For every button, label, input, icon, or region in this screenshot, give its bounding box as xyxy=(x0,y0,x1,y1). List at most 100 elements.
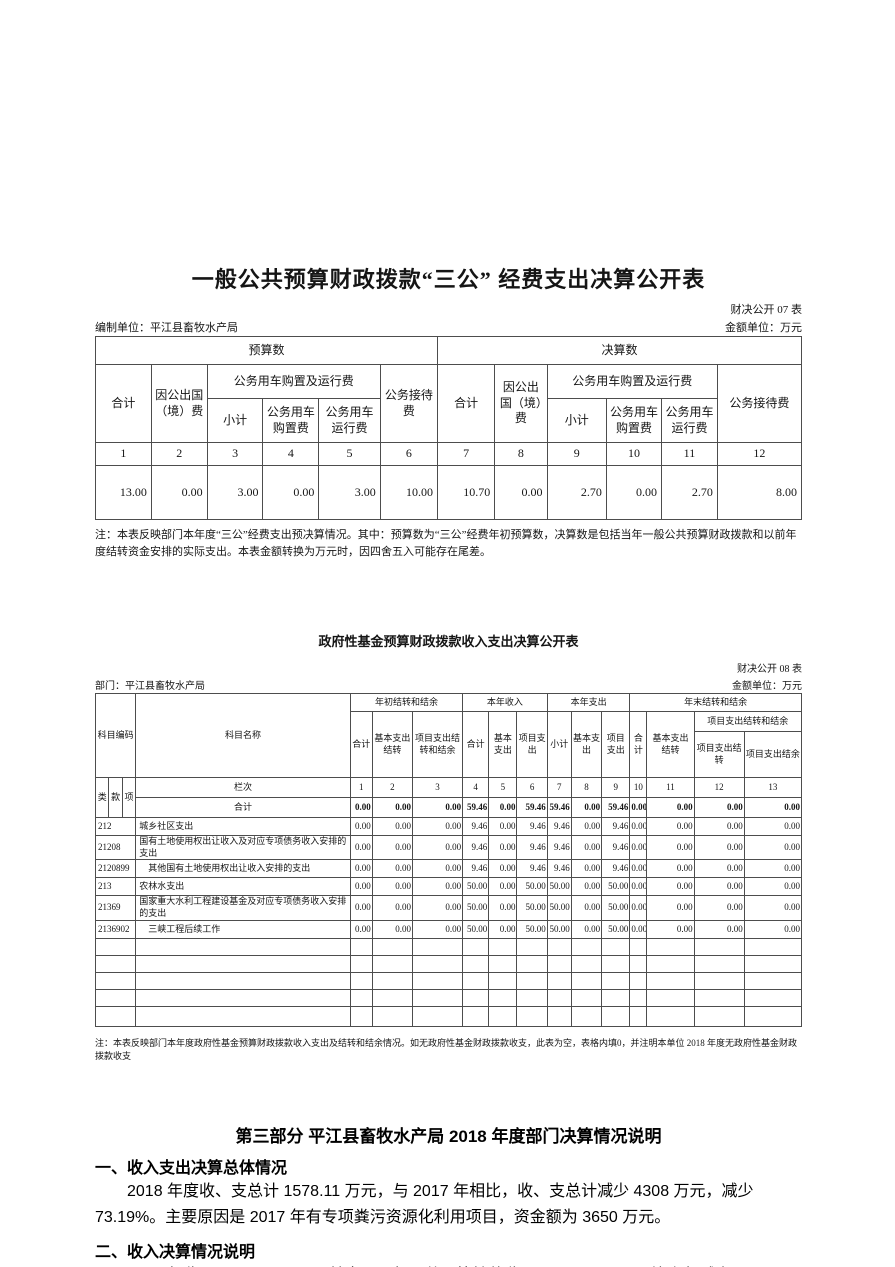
value-cell: 0.00 xyxy=(629,835,648,861)
t2-header-income-group: 本年收入 xyxy=(462,693,548,713)
value-cell: 59.46 xyxy=(516,797,548,819)
value-cell: 9.46 xyxy=(516,835,548,861)
col-index-cell: 9 xyxy=(546,442,607,466)
value-cell: 9.46 xyxy=(462,859,490,879)
col-index-cell: 6 xyxy=(516,777,548,799)
subject-code-cell: 21208 xyxy=(94,835,137,861)
value-cell: 0.00 xyxy=(411,797,464,819)
col-index-cell: 9 xyxy=(601,777,631,799)
value-cell: 0.00 xyxy=(629,859,648,879)
t1-header-vehicle-group: 公务用车购置及运行费 xyxy=(546,364,718,399)
t1-header-total: 合计 xyxy=(95,364,152,443)
value-cell: 0.00 xyxy=(570,919,603,939)
value-cell: 0.00 xyxy=(411,919,464,939)
value-cell: 50.00 xyxy=(601,919,631,939)
t1-column-index-row: 1 2 3 4 5 6 7 8 9 10 11 12 xyxy=(95,442,803,466)
table-row: 21208 国有土地使用权出让收入及对应专项债务收入安排的支出 0.00 0.0… xyxy=(94,835,803,861)
t2-total-row: 合计 0.00 0.00 0.00 59.46 0.00 59.46 59.46… xyxy=(96,797,803,819)
value-cell: 0.00 xyxy=(570,817,603,837)
t2-header-lanci: 栏次 xyxy=(135,777,351,799)
value-cell: 0.00 xyxy=(743,859,803,879)
col-index-cell: 11 xyxy=(661,442,718,466)
subject-name-cell: 城乡社区支出 xyxy=(135,817,351,837)
subject-name-cell: 农林水支出 xyxy=(135,877,351,897)
table-row: 2120899 其他国有土地使用权出让收入安排的支出 0.00 0.00 0.0… xyxy=(94,859,803,879)
value-cell: 0.00 xyxy=(646,895,695,921)
t1-header-final: 决算数 xyxy=(437,336,802,365)
value-cell: 9.46 xyxy=(601,859,631,879)
value-cell: 0.00 xyxy=(570,895,603,921)
table2-note: 注：本表反映部门本年度政府性基金预算财政拨款收入支出及结转和结余情况。如无政府性… xyxy=(95,1037,798,1061)
value-cell: 0.00 xyxy=(646,919,695,939)
value-cell: 0.00 xyxy=(411,877,464,897)
table1-doc-number: 财决公开 07 表 xyxy=(730,304,803,316)
value-cell: 0.00 xyxy=(629,895,648,921)
value-cell: 0.00 xyxy=(411,835,464,861)
table2-title: 政府性基金预算财政拨款收入支出决算公开表 xyxy=(318,634,579,650)
value-cell: 0.00 xyxy=(570,797,603,819)
value-cell: 0.00 xyxy=(411,817,464,837)
page-content: 一般公共预算财政拨款“三公” 经费支出决算公开表 财决公开 07 表 编制单位：… xyxy=(94,0,803,1267)
value-cell: 59.46 xyxy=(601,797,631,819)
value-cell: 50.00 xyxy=(516,919,548,939)
value-cell: 0.00 xyxy=(743,797,803,819)
value-cell: 3.00 xyxy=(206,465,264,520)
col-index-cell: 13 xyxy=(743,777,803,799)
value-cell: 0.00 xyxy=(488,919,518,939)
col-index-cell: 4 xyxy=(262,442,320,466)
table2-meta-line: 部门：平江县畜牧水产局 金额单位：万元 xyxy=(95,677,802,692)
value-cell: 0.00 xyxy=(371,835,413,861)
value-cell: 0.00 xyxy=(488,817,518,837)
value-cell: 0.00 xyxy=(693,835,745,861)
value-cell: 0.00 xyxy=(488,895,518,921)
t2-header-end-project-rest: 项目支出结余 xyxy=(743,731,803,779)
col-index-cell: 12 xyxy=(716,442,803,466)
value-cell: 50.00 xyxy=(546,877,572,897)
t2-header-xiang: 项 xyxy=(121,777,137,819)
table-row: 212 城乡社区支出 0.00 0.00 0.00 9.46 0.00 9.46… xyxy=(94,817,803,837)
col-index-cell: 5 xyxy=(318,442,381,466)
value-cell: 50.00 xyxy=(462,877,490,897)
col-index-cell: 11 xyxy=(646,777,695,799)
value-cell: 0.00 xyxy=(150,465,208,520)
value-cell: 0.00 xyxy=(349,797,373,819)
value-cell: 0.00 xyxy=(488,877,518,897)
value-cell: 3.00 xyxy=(318,465,381,520)
t2-total-label: 合计 xyxy=(135,797,351,819)
value-cell: 0.00 xyxy=(646,859,695,879)
t1-header-abroad: 因公出国（境）费 xyxy=(150,364,208,443)
table2-dept-label: 部门：平江县畜牧水产局 xyxy=(95,681,205,693)
value-cell: 0.00 xyxy=(488,835,518,861)
value-cell: 50.00 xyxy=(462,895,490,921)
t2-header-subject-name: 科目名称 xyxy=(135,693,351,779)
col-index-cell: 1 xyxy=(349,777,373,799)
value-cell: 0.00 xyxy=(570,877,603,897)
t2-header-end-project-carry: 项目支出结转 xyxy=(693,731,745,779)
section3-sub1-paragraph: 2018 年度收、支总计 1578.11 万元，与 2017 年相比，收、支总计… xyxy=(95,1182,754,1226)
value-cell: 0.00 xyxy=(693,859,745,879)
value-cell: 0.00 xyxy=(629,877,648,897)
value-cell: 0.00 xyxy=(605,465,663,520)
value-cell: 50.00 xyxy=(516,895,548,921)
empty-row xyxy=(94,1005,803,1027)
value-cell: 9.46 xyxy=(601,835,631,861)
t1-header-abroad: 因公出国（境）费 xyxy=(494,364,548,443)
t2-header-end-basic: 基本支出结转 xyxy=(646,711,695,779)
t1-header-reception: 公务接待费 xyxy=(379,364,439,443)
value-cell: 9.46 xyxy=(546,817,572,837)
col-index-cell: 4 xyxy=(462,777,490,799)
table-row: 21369 国家重大水利工程建设基金及对应专项债务收入安排的支出 0.00 0.… xyxy=(94,895,803,921)
t2-header-expense-group: 本年支出 xyxy=(546,693,631,713)
value-cell: 0.00 xyxy=(629,817,648,837)
san-gong-expense-table: 预算数 决算数 合计 因公出国（境）费 公务用车购置及运行费 公务接待费 合计 … xyxy=(94,336,803,520)
col-index-cell: 7 xyxy=(437,442,496,466)
value-cell: 0.00 xyxy=(743,919,803,939)
t1-value-row: 13.00 0.00 3.00 0.00 3.00 10.00 10.70 0.… xyxy=(95,465,803,520)
value-cell: 0.00 xyxy=(371,895,413,921)
value-cell: 59.46 xyxy=(462,797,490,819)
t2-header-subject-code: 科目编码 xyxy=(94,693,137,779)
t2-header-lei: 类 xyxy=(94,777,110,819)
t2-header-expense-project: 项目支出 xyxy=(601,711,631,779)
value-cell: 0.00 xyxy=(743,835,803,861)
